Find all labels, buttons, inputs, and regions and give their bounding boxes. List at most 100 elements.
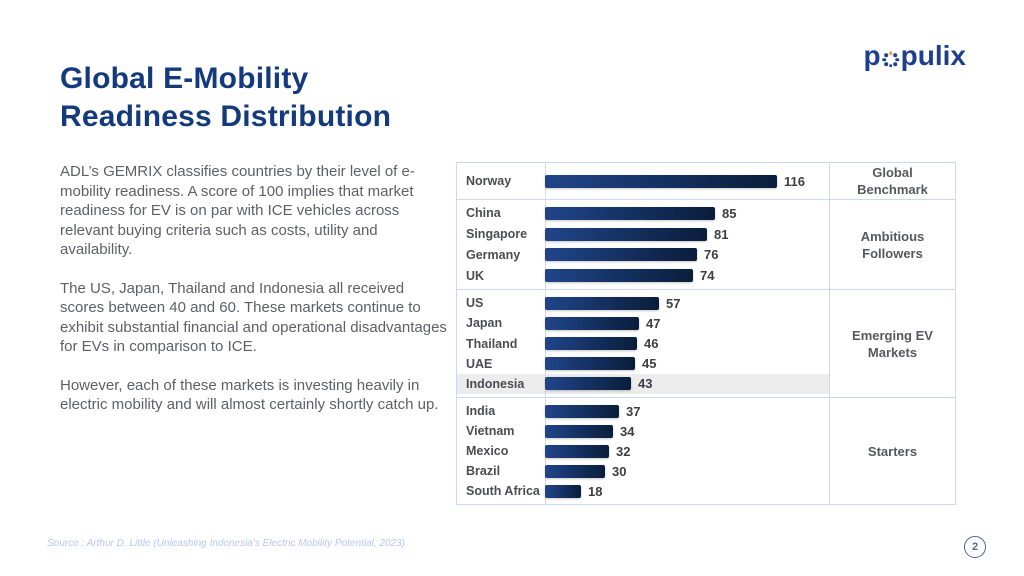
chart-rows: Norway 116	[457, 163, 829, 199]
logo-dot-icon	[888, 64, 893, 68]
bar-track: 74	[545, 268, 714, 283]
intro-text: ADL’s GEMRIX classifies countries by the…	[60, 162, 452, 434]
logo-dot-ring-icon	[882, 51, 900, 69]
bar-row: Indonesia 43	[457, 373, 829, 395]
logo-dot-icon	[893, 62, 897, 66]
score-bar	[545, 248, 697, 262]
country-label: Indonesia	[466, 376, 525, 391]
country-label: Norway	[466, 174, 512, 188]
chart-section: US 57 Japan 47 Thailand 46 UAE 45 Indonesia 43 Eme…	[457, 290, 955, 398]
country-label: Brazil	[466, 464, 501, 478]
category-label: Emerging EV Markets	[829, 290, 955, 397]
country-label: Singapore	[466, 227, 528, 242]
bar-track: 43	[545, 376, 652, 391]
score-bar	[545, 404, 619, 418]
score-bar	[545, 296, 659, 310]
country-label: Germany	[466, 247, 521, 262]
score-value: 57	[666, 295, 681, 311]
score-value: 37	[626, 403, 641, 419]
paragraph-outlook: However, each of these markets is invest…	[60, 376, 439, 414]
logo-dot-icon	[884, 62, 888, 66]
logo-dot-icon	[893, 53, 897, 57]
bar-row: UK 74	[457, 265, 829, 286]
page-number: 2	[971, 541, 979, 553]
chart-rows: India 37 Vietnam 34 Mexico 32 Brazil 30 South Af…	[457, 398, 829, 504]
bar-track: 47	[545, 316, 660, 331]
score-value: 116	[784, 173, 805, 189]
bar-row: Vietnam 34	[457, 421, 829, 441]
score-bar	[545, 206, 715, 220]
bar-track: 32	[545, 444, 630, 459]
logo-dot-icon	[882, 57, 887, 62]
country-label: Japan	[466, 316, 503, 331]
paragraph-scores: The US, Japan, Thailand and Indonesia al…	[60, 279, 447, 356]
bar-track: 30	[545, 464, 626, 479]
country-label: Mexico	[466, 444, 509, 458]
logo-dot-icon	[884, 53, 888, 57]
category-label: Starters	[829, 398, 955, 504]
chart-rows: China 85 Singapore 81 Germany 76 UK 74	[457, 200, 829, 289]
bar-row: Thailand 46	[457, 333, 829, 353]
country-label: UAE	[466, 356, 493, 371]
score-bar	[545, 424, 613, 438]
score-value: 43	[638, 376, 653, 392]
bar-row: Mexico 32	[457, 441, 829, 461]
bar-row: Singapore 81	[457, 224, 829, 245]
chart-section: China 85 Singapore 81 Germany 76 UK 74 Ambitious…	[457, 200, 955, 290]
bar-row: Germany 76	[457, 245, 829, 266]
score-value: 18	[588, 483, 603, 499]
score-value: 45	[642, 356, 657, 372]
country-label: US	[466, 296, 484, 311]
score-value: 81	[714, 226, 729, 242]
score-value: 85	[722, 205, 737, 221]
country-label: Vietnam	[466, 424, 515, 438]
score-bar	[545, 227, 707, 241]
bar-track: 81	[545, 227, 728, 242]
bar-row: US 57	[457, 293, 829, 313]
score-bar	[545, 337, 637, 350]
paragraph-gemrix: ADL’s GEMRIX classifies countries by the…	[60, 163, 415, 258]
score-bar	[545, 464, 605, 478]
bar-row: South Africa 18	[457, 481, 829, 501]
score-value: 34	[620, 423, 635, 439]
country-label: UK	[466, 268, 485, 283]
category-label: Ambitious Followers	[829, 200, 955, 289]
page-number-badge: 2	[964, 536, 986, 558]
page-title: Global E-Mobility Readiness Distribution	[60, 60, 391, 136]
score-value: 47	[646, 315, 661, 331]
logo-text-p: p	[863, 40, 881, 71]
bar-track: 34	[545, 424, 634, 439]
score-value: 76	[704, 247, 719, 263]
score-bar	[545, 357, 635, 371]
bar-row: China 85	[457, 203, 829, 224]
source-note: Source : Arthur D. Little (Unleashing In…	[47, 538, 405, 549]
bar-row: Brazil 30	[457, 461, 829, 481]
country-label: India	[466, 404, 496, 418]
chart-section: India 37 Vietnam 34 Mexico 32 Brazil 30 South Af…	[457, 398, 955, 504]
bar-track: 45	[545, 356, 656, 371]
score-bar	[545, 269, 693, 283]
bar-row: India 37	[457, 401, 829, 421]
score-bar	[545, 316, 639, 330]
populix-logo: p pulix	[864, 40, 966, 72]
category-label: Global Benchmark	[829, 163, 955, 199]
logo-dot-icon	[895, 57, 899, 62]
score-value: 32	[616, 443, 631, 459]
score-value: 74	[700, 268, 715, 284]
bar-row: UAE 45	[457, 354, 829, 374]
score-value: 30	[612, 463, 627, 479]
logo-dot-accent-icon	[888, 51, 893, 55]
bar-track: 18	[545, 484, 602, 499]
score-bar	[545, 174, 777, 188]
country-label: Thailand	[466, 336, 518, 351]
bar-track: 85	[545, 206, 736, 221]
bar-track: 76	[545, 247, 718, 262]
score-bar	[545, 484, 581, 498]
score-bar	[545, 377, 631, 391]
chart-table: Norway 116 Global Benchmark China 85 Singapor…	[456, 162, 956, 505]
country-label: China	[466, 206, 501, 221]
chart-rows: US 57 Japan 47 Thailand 46 UAE 45 Indonesia 43	[457, 290, 829, 397]
bar-track: 37	[545, 404, 640, 419]
bar-row: Norway 116	[457, 166, 829, 196]
